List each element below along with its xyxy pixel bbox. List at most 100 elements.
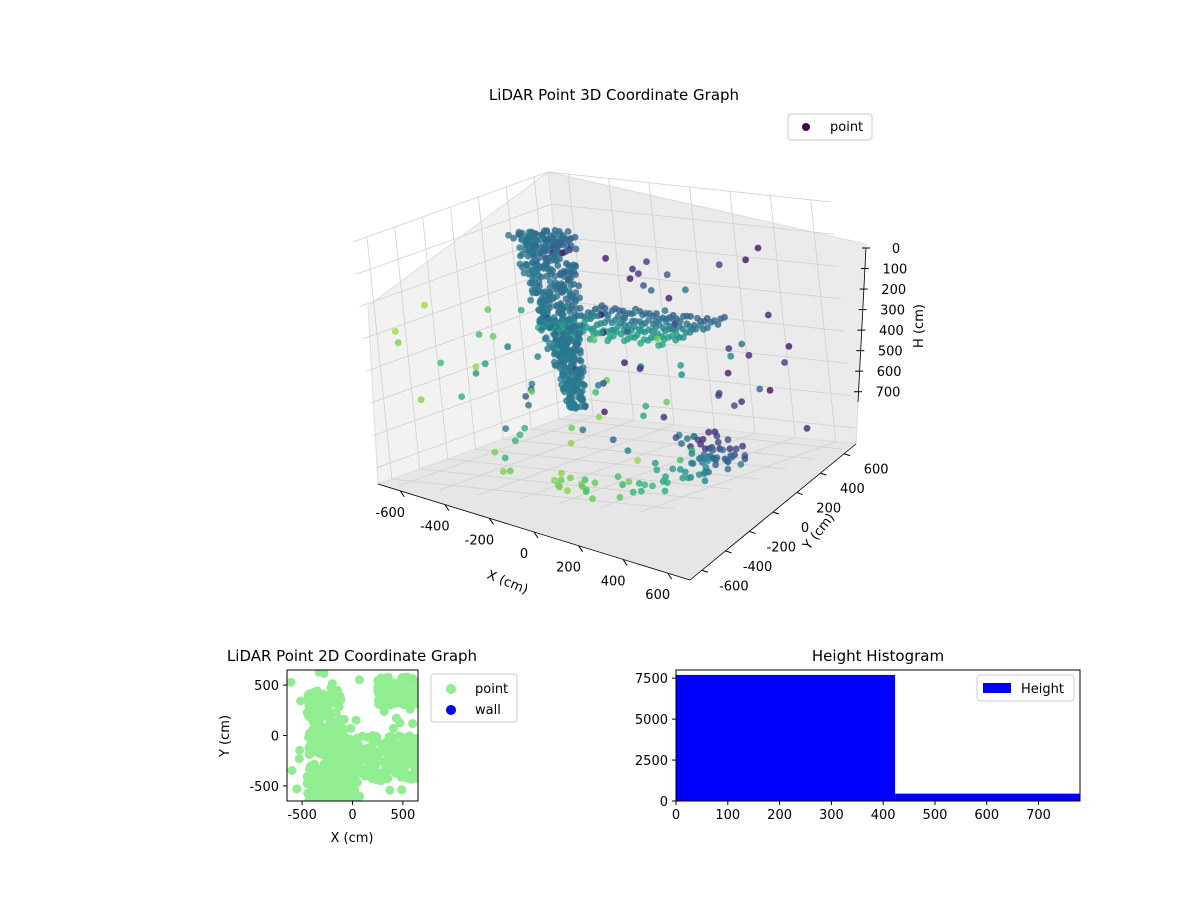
- point-3d: [522, 393, 530, 400]
- point-3d: [614, 473, 622, 480]
- point-3d: [661, 307, 669, 314]
- point-3d: [707, 318, 715, 326]
- point-2d: [322, 727, 332, 737]
- y-tick-label-2d: 0: [271, 730, 279, 745]
- point-3d: [391, 328, 399, 335]
- legend-2d-label-wall: wall: [475, 703, 501, 718]
- point-3d: [725, 345, 733, 352]
- point-3d: [619, 481, 626, 489]
- point-3d: [504, 343, 512, 351]
- point-3d: [566, 308, 574, 315]
- point-3d: [421, 301, 428, 309]
- point-3d: [489, 332, 497, 340]
- point-3d: [475, 331, 483, 338]
- x-tick-label-histogram: 300: [819, 808, 844, 823]
- y-tick-3d: [843, 453, 851, 457]
- point-2d: [325, 690, 335, 700]
- point-3d: [695, 471, 703, 478]
- point-2d: [400, 685, 410, 694]
- point-2d: [380, 701, 390, 711]
- grid-line: [608, 178, 635, 421]
- grid-line: [729, 191, 756, 434]
- chart-3d: LiDAR Point 3D Coordinate Graph -600 -400…: [352, 86, 927, 603]
- point-3d: [639, 311, 647, 319]
- point-2d: [374, 695, 384, 705]
- axes-2d: -500 0 500 -500 0 500: [249, 679, 415, 823]
- point-2d: [393, 686, 403, 696]
- point-3d: [502, 425, 510, 432]
- point-3d: [556, 483, 563, 491]
- point-3d: [568, 424, 576, 432]
- point-3d: [437, 359, 445, 367]
- histogram-bars: [676, 674, 1080, 801]
- point-3d: [638, 321, 646, 329]
- legend-2d: point wall: [430, 673, 518, 723]
- point-3d: [737, 461, 745, 468]
- point-3d: [705, 428, 713, 436]
- point-3d: [764, 311, 772, 319]
- x-tick-3d: [533, 531, 539, 539]
- point-3d: [724, 465, 732, 473]
- point-3d: [624, 447, 632, 454]
- legend-histogram-label: Height: [1021, 682, 1064, 697]
- point-3d: [621, 337, 628, 345]
- point-3d: [527, 296, 535, 304]
- point-2d: [312, 688, 322, 698]
- point-3d: [697, 440, 704, 448]
- point-3d: [625, 478, 633, 486]
- point-3d: [651, 459, 659, 467]
- x-tick-label-histogram: 200: [767, 808, 792, 823]
- point-3d: [687, 313, 694, 320]
- point-3d: [677, 362, 685, 369]
- x-tick-label-histogram: 100: [715, 808, 740, 823]
- x-tick-3d: [622, 559, 628, 566]
- point-3d: [591, 479, 599, 487]
- y-tick-3d: [701, 569, 709, 573]
- point-3d: [781, 359, 788, 366]
- chart-2d: LiDAR Point 2D Coordinate Graph -500 0 500…: [218, 647, 518, 846]
- point-2d: [406, 774, 415, 784]
- point-2d: [303, 788, 313, 798]
- point-3d: [676, 456, 684, 464]
- point-3d: [558, 469, 565, 477]
- point-3d: [518, 263, 526, 271]
- point-3d: [665, 294, 673, 302]
- point-3d: [785, 343, 793, 350]
- point-3d: [676, 317, 684, 325]
- point-3d: [732, 445, 740, 453]
- point-3d: [572, 271, 579, 278]
- point-2d: [397, 785, 407, 795]
- legend-histogram-swatch: [983, 683, 1011, 693]
- x-tick-label-histogram: 500: [923, 808, 948, 823]
- x-tick-label-histogram: 700: [1026, 808, 1051, 823]
- grid-line: [648, 182, 675, 425]
- point-2d: [398, 759, 408, 769]
- chart-3d-title: LiDAR Point 3D Coordinate Graph: [489, 86, 739, 104]
- point-2d: [343, 774, 353, 784]
- legend-3d-marker: [802, 123, 810, 131]
- point-3d: [643, 258, 650, 265]
- point-3d: [647, 287, 655, 294]
- y-tick-label-histogram: 7500: [635, 672, 668, 687]
- point-3d: [699, 458, 706, 466]
- point-3d: [575, 282, 583, 290]
- x-axis-label-2d: X (cm): [331, 831, 374, 846]
- point-3d: [516, 244, 524, 252]
- grid-line: [571, 397, 855, 429]
- point-3d: [663, 271, 671, 279]
- legend-2d-marker-wall: [446, 705, 456, 715]
- point-3d: [516, 431, 524, 439]
- histogram-bar: [895, 793, 1080, 801]
- point-3d: [682, 286, 689, 294]
- legend-3d: point: [787, 113, 873, 141]
- point-3d: [689, 460, 697, 467]
- point-3d: [558, 288, 566, 296]
- point-3d: [678, 371, 686, 378]
- point-3d: [634, 457, 642, 464]
- point-3d: [712, 456, 720, 464]
- point-2d: [339, 724, 349, 734]
- legend-3d-label: point: [830, 120, 863, 135]
- x-tick-3d: [667, 572, 673, 580]
- point-3d: [669, 465, 677, 473]
